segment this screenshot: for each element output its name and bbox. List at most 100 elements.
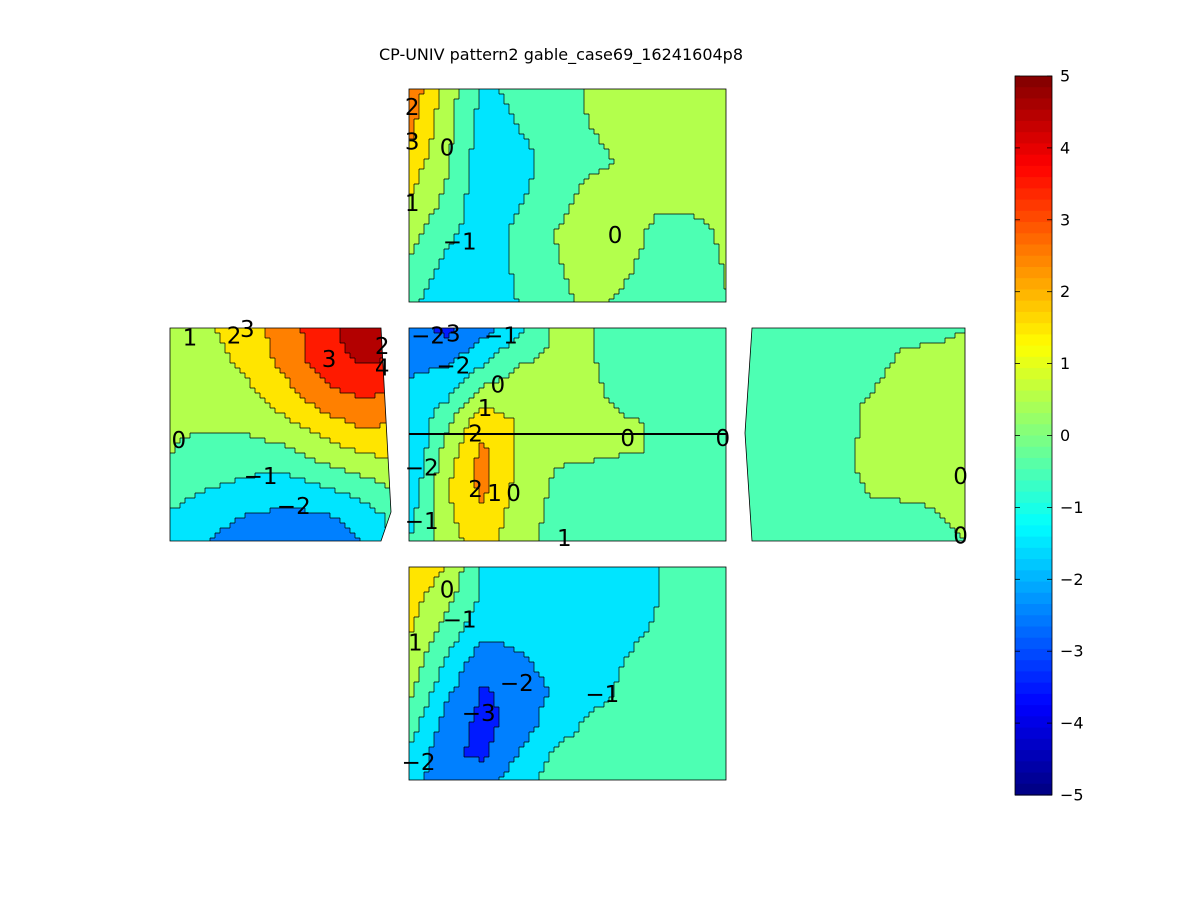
colorbar-swatch bbox=[1015, 469, 1052, 482]
contour-label: 2 bbox=[375, 334, 390, 360]
colorbar-swatch bbox=[1015, 199, 1052, 212]
colorbar-swatch bbox=[1015, 738, 1052, 751]
right-face-frame bbox=[744, 327, 966, 542]
contour-label: 3 bbox=[240, 317, 255, 343]
colorbar-swatch bbox=[1015, 547, 1052, 560]
colorbar-swatch bbox=[1015, 727, 1052, 740]
contour-label: 2 bbox=[405, 95, 420, 121]
contour-label: −2 bbox=[277, 494, 311, 520]
chart-title: CP-UNIV pattern2 gable_case69_16241604p8 bbox=[379, 45, 743, 65]
colorbar-swatch bbox=[1015, 300, 1052, 313]
contour-label: 2 bbox=[227, 324, 242, 350]
colorbar-swatch bbox=[1015, 76, 1052, 88]
colorbar-swatch bbox=[1015, 132, 1052, 145]
contour-label: 0 bbox=[953, 464, 968, 490]
contour-label: −1 bbox=[484, 324, 518, 350]
colorbar-swatch bbox=[1015, 109, 1052, 122]
colorbar-swatch bbox=[1015, 323, 1052, 335]
colorbar-tick-label: −2 bbox=[1060, 570, 1084, 589]
contour-label: 0 bbox=[172, 428, 187, 454]
colorbar-swatch bbox=[1015, 401, 1052, 414]
colorbar-swatch bbox=[1015, 356, 1052, 369]
top-face-frame bbox=[408, 88, 727, 303]
colorbar-swatch bbox=[1015, 559, 1052, 571]
colorbar-swatch bbox=[1015, 525, 1052, 538]
contour-label: 3 bbox=[446, 321, 461, 347]
colorbar-swatch bbox=[1015, 188, 1052, 201]
contour-label: −1 bbox=[443, 607, 477, 633]
contour-label: 0 bbox=[506, 481, 521, 507]
colorbar-swatch bbox=[1015, 266, 1052, 279]
colorbar-swatch bbox=[1015, 143, 1052, 156]
colorbar-swatch bbox=[1015, 244, 1052, 257]
contour-label: 1 bbox=[557, 526, 572, 552]
contour-label: 1 bbox=[405, 191, 420, 217]
colorbar-swatch bbox=[1015, 637, 1052, 650]
colorbar-swatch bbox=[1015, 457, 1052, 470]
colorbar-tick-label: −1 bbox=[1060, 498, 1084, 517]
colorbar-swatch bbox=[1015, 87, 1052, 100]
contour-label: 3 bbox=[405, 129, 420, 155]
contour-label: −1 bbox=[585, 682, 619, 708]
colorbar-swatch bbox=[1015, 379, 1052, 392]
right-face-fill bbox=[745, 328, 965, 541]
colorbar-swatch bbox=[1015, 165, 1052, 178]
left-face-frame bbox=[169, 327, 392, 542]
contour-label: −1 bbox=[443, 229, 477, 255]
contour-label: 0 bbox=[716, 426, 731, 452]
colorbar-swatch bbox=[1015, 772, 1052, 785]
colorbar-swatch bbox=[1015, 345, 1052, 358]
bottom-face-frame bbox=[408, 566, 727, 781]
colorbar-swatch bbox=[1015, 592, 1052, 605]
contour-label: −2 bbox=[405, 456, 439, 482]
colorbar-swatch bbox=[1015, 210, 1052, 223]
colorbar-swatch bbox=[1015, 648, 1052, 661]
colorbar-swatch bbox=[1015, 120, 1052, 133]
contour-label: 3 bbox=[322, 347, 337, 373]
colorbar-swatch bbox=[1015, 368, 1052, 380]
colorbar-swatch bbox=[1015, 705, 1052, 717]
colorbar-swatch bbox=[1015, 98, 1052, 111]
colorbar-swatch bbox=[1015, 750, 1052, 762]
contour-label: 0 bbox=[440, 136, 455, 162]
colorbar-swatch bbox=[1015, 514, 1052, 526]
contour-label: 0 bbox=[608, 223, 623, 249]
colorbar-swatch bbox=[1015, 413, 1052, 425]
contour-label: −2 bbox=[436, 353, 470, 379]
contour-label: −1 bbox=[244, 464, 278, 490]
contour-label: 2 bbox=[468, 477, 483, 503]
top-face-contour-lines bbox=[409, 89, 726, 302]
contour-label: −2 bbox=[411, 324, 445, 350]
colorbar-swatch bbox=[1015, 334, 1052, 347]
contour-label: −1 bbox=[405, 509, 439, 535]
colorbar-swatch bbox=[1015, 278, 1052, 291]
colorbar-tick-label: 3 bbox=[1060, 210, 1070, 229]
left-face-panel: 1 233 240−1−2 bbox=[169, 317, 392, 542]
contour-label: −3 bbox=[462, 701, 496, 727]
colorbar-swatch bbox=[1015, 233, 1052, 246]
colorbar-swatch bbox=[1015, 716, 1052, 729]
colorbar-swatch bbox=[1015, 570, 1052, 583]
colorbar-tick-label: 2 bbox=[1060, 282, 1070, 301]
colorbar-tick-label: 0 bbox=[1060, 426, 1070, 445]
contour-label: −2 bbox=[500, 671, 534, 697]
colorbar-swatch bbox=[1015, 255, 1052, 268]
contour-label: 4 bbox=[375, 355, 390, 381]
colorbar-swatch bbox=[1015, 761, 1052, 774]
left-face-fill bbox=[170, 328, 391, 541]
front-face-fill bbox=[409, 328, 726, 541]
contour-label: 1 bbox=[408, 631, 423, 657]
contour-label: 0 bbox=[490, 373, 505, 399]
colorbar-tick-label: 4 bbox=[1060, 138, 1070, 157]
colorbar-swatch bbox=[1015, 311, 1052, 324]
colorbar-swatch bbox=[1015, 671, 1052, 684]
colorbar-swatch bbox=[1015, 783, 1052, 796]
top-face-fill bbox=[409, 89, 726, 302]
bottom-face-panel: 0−11−2 −1−3−2 bbox=[402, 566, 727, 781]
colorbar-swatch bbox=[1015, 390, 1052, 403]
contour-label: −2 bbox=[402, 750, 436, 776]
contour-label: 1 bbox=[478, 396, 493, 422]
colorbar-tick-label: 1 bbox=[1060, 354, 1070, 373]
